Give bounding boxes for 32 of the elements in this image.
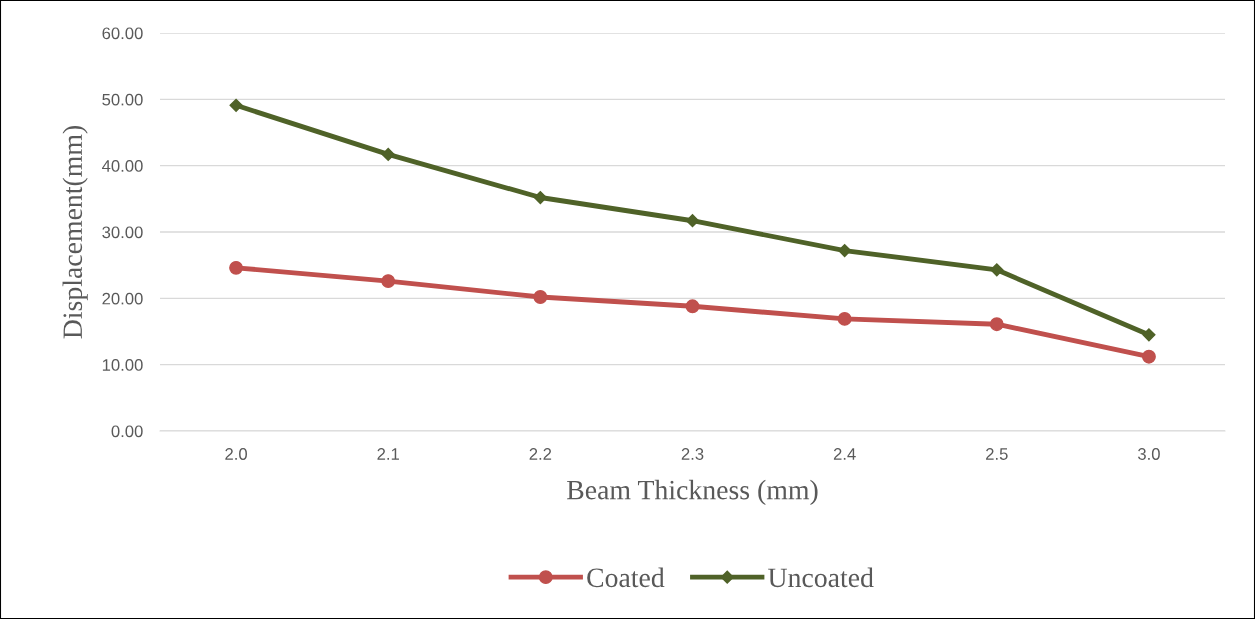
point	[381, 147, 395, 161]
point	[1141, 349, 1156, 364]
y-tick-label: 0.00	[111, 425, 143, 438]
legend-label: Coated	[587, 567, 665, 588]
point	[1142, 328, 1156, 342]
x-tick-label: 2.1	[377, 448, 399, 460]
y-tick-label: 20.00	[102, 292, 143, 305]
point	[381, 274, 396, 289]
point	[838, 243, 852, 258]
x-tick-label: 2.0	[225, 448, 248, 460]
point	[229, 260, 244, 275]
legend-label: Uncoated	[768, 567, 874, 588]
point	[533, 290, 548, 304]
point	[685, 214, 700, 228]
y-tick-label: 10.00	[102, 359, 143, 371]
point	[533, 190, 547, 205]
point	[685, 299, 700, 314]
y-axis-title: Displacement(mm)	[62, 126, 88, 339]
point	[989, 317, 1004, 332]
y-tick-label: 50.00	[102, 93, 143, 106]
x-tick-label: 2.2	[529, 448, 552, 460]
x-tick-label: 2.4	[833, 448, 856, 460]
y-tick-label: 40.00	[102, 160, 143, 172]
point	[990, 263, 1004, 277]
x-axis-title: Beam Thickness (mm)	[567, 479, 818, 506]
x-tick-label: 2.3	[681, 448, 704, 460]
y-tick-label: 30.00	[102, 226, 143, 239]
x-tick-label: 2.5	[986, 448, 1008, 460]
y-tick-label: 60.00	[102, 27, 143, 40]
point	[837, 311, 852, 326]
x-tick-label: 3.0	[1137, 448, 1160, 460]
point	[229, 98, 243, 112]
